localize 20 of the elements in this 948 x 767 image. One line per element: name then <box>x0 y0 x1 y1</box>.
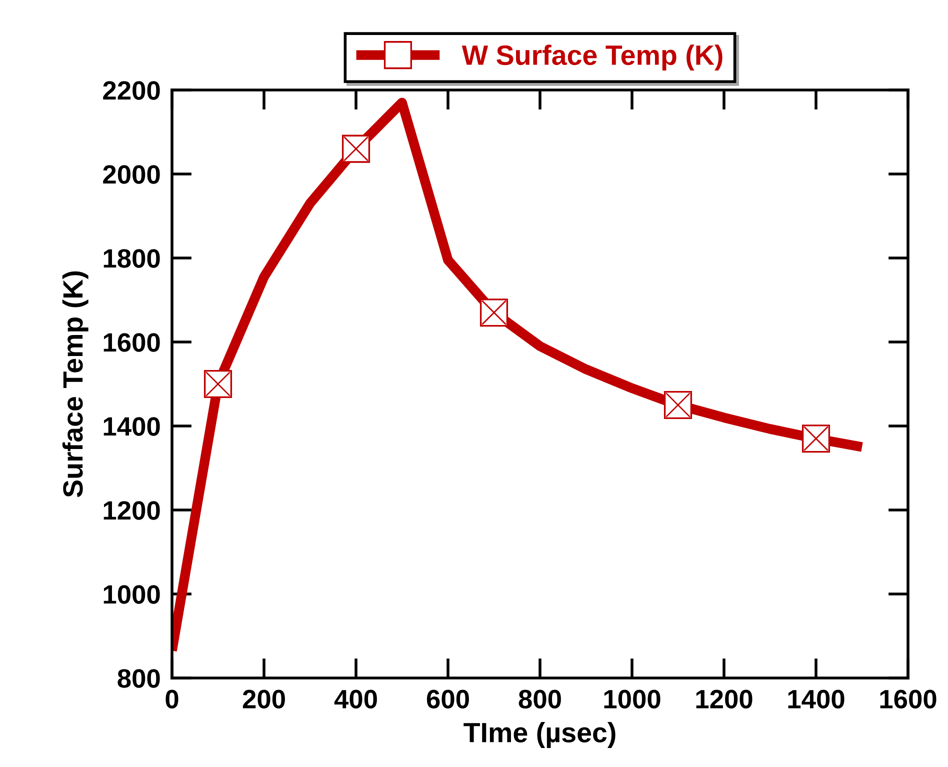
y-tick-label: 1000 <box>104 585 160 604</box>
x-axis-title: TIme (µsec) <box>464 722 616 748</box>
x-tick-label: 1600 <box>880 690 936 708</box>
legend-label: W Surface Temp (K) <box>462 44 722 71</box>
y-tick-label: 1200 <box>104 501 160 520</box>
y-tick-label: 1400 <box>104 417 160 436</box>
y-tick-label: 800 <box>118 669 160 688</box>
y-tick-label: 1600 <box>104 333 160 352</box>
x-tick-label: 1000 <box>604 690 660 708</box>
x-tick-label: 600 <box>426 690 469 708</box>
y-tick-label: 2000 <box>103 165 160 184</box>
x-tick-label: 1200 <box>696 690 752 708</box>
x-tick-label: 800 <box>518 690 561 708</box>
y-axis-title: Surface Temp (K) <box>62 271 88 498</box>
x-tick-label: 1400 <box>788 690 844 708</box>
x-tick-label: 200 <box>242 690 285 708</box>
y-tick-label: 2200 <box>103 81 160 100</box>
x-tick-label: 0 <box>166 690 178 708</box>
x-tick-label: 400 <box>334 690 377 708</box>
y-tick-label: 1800 <box>104 249 160 268</box>
